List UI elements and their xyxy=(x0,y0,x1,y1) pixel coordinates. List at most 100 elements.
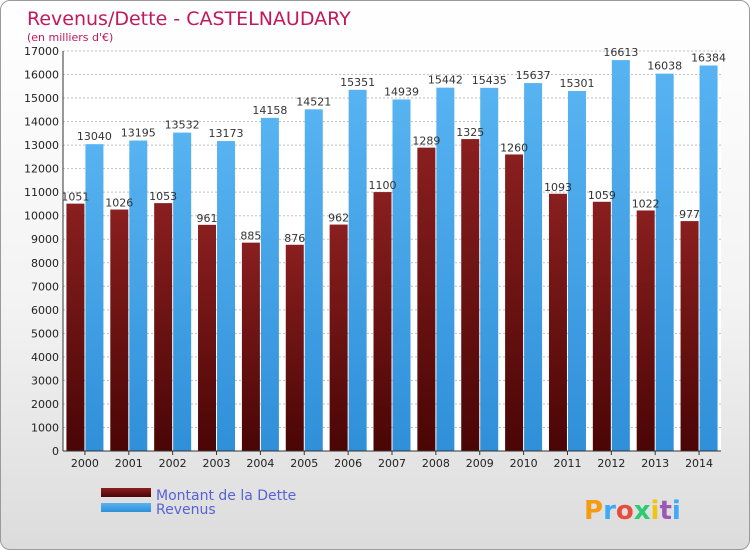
bar-dette-2014 xyxy=(680,221,699,451)
x-tick-label-2000: 2000 xyxy=(71,457,99,470)
bar-dette-2006 xyxy=(329,224,348,451)
y-tick-label: 8000 xyxy=(31,257,59,270)
data-label-revenus-2013: 16038 xyxy=(647,60,682,73)
bar-revenus-2001 xyxy=(129,140,148,451)
x-tick-label-2014: 2014 xyxy=(685,457,713,470)
data-label-dette-2003: 961 xyxy=(197,212,218,225)
bar-revenus-2010 xyxy=(524,83,543,451)
data-label-revenus-2005: 14521 xyxy=(296,95,331,108)
y-tick-label: 9000 xyxy=(31,233,59,246)
y-tick-label: 4000 xyxy=(31,351,59,364)
bar-revenus-2008 xyxy=(436,87,455,452)
y-tick-label: 7000 xyxy=(31,280,59,293)
bar-revenus-2005 xyxy=(304,109,323,452)
data-label-dette-2010: 1260 xyxy=(500,141,528,154)
svg-text:Proxiti: Proxiti xyxy=(584,496,681,526)
data-label-dette-2000: 1051 xyxy=(61,191,89,204)
y-tick-label: 5000 xyxy=(31,327,59,340)
legend-label-dette: Montant de la Dette xyxy=(156,488,296,504)
brand-logo: Proxiti xyxy=(584,496,681,526)
y-tick-label: 3000 xyxy=(31,374,59,387)
bar-revenus-2002 xyxy=(173,132,192,451)
bar-revenus-2004 xyxy=(260,117,279,451)
data-label-dette-2004: 885 xyxy=(240,230,261,243)
x-tick-label-2007: 2007 xyxy=(378,457,406,470)
bar-revenus-2011 xyxy=(567,90,586,451)
data-label-revenus-2008: 15442 xyxy=(428,74,463,87)
data-label-dette-2005: 876 xyxy=(284,232,305,245)
data-label-revenus-2014: 16384 xyxy=(691,51,726,64)
bar-dette-2001 xyxy=(110,209,129,451)
y-tick-label: 15000 xyxy=(24,92,59,105)
y-tick-label: 11000 xyxy=(24,186,59,199)
chart-title: Revenus/Dette - CASTELNAUDARY xyxy=(27,8,351,30)
bar-dette-2011 xyxy=(548,193,567,451)
bar-revenus-2009 xyxy=(480,87,499,451)
x-tick-label-2008: 2008 xyxy=(422,457,450,470)
data-label-revenus-2006: 15351 xyxy=(340,76,375,89)
x-tick-label-2013: 2013 xyxy=(641,457,669,470)
bar-dette-2008 xyxy=(417,147,436,451)
x-tick-label-2002: 2002 xyxy=(159,457,187,470)
x-tick-label-2010: 2010 xyxy=(510,457,538,470)
bar-dette-2007 xyxy=(373,192,392,452)
bar-dette-2009 xyxy=(461,139,480,451)
bar-dette-2003 xyxy=(198,224,217,451)
bar-dette-2002 xyxy=(154,203,173,451)
data-label-revenus-2002: 13532 xyxy=(165,119,200,132)
x-tick-label-2011: 2011 xyxy=(553,457,581,470)
legend-swatch-revenus xyxy=(101,503,151,512)
x-tick-label-2012: 2012 xyxy=(597,457,625,470)
y-tick-label: 17000 xyxy=(24,45,59,58)
data-label-dette-2009: 1325 xyxy=(456,126,484,139)
x-tick-label-2001: 2001 xyxy=(115,457,143,470)
bar-revenus-2012 xyxy=(611,60,630,451)
y-tick-label: 6000 xyxy=(31,304,59,317)
y-tick-label: 1000 xyxy=(31,421,59,434)
bar-dette-2012 xyxy=(592,201,611,451)
y-tick-label: 13000 xyxy=(24,139,59,152)
bar-revenus-2003 xyxy=(217,141,236,451)
bar-revenus-2006 xyxy=(348,89,367,452)
bar-dette-2004 xyxy=(241,242,260,451)
data-label-dette-2012: 1059 xyxy=(588,189,616,202)
bar-revenus-2007 xyxy=(392,99,411,452)
y-tick-label: 14000 xyxy=(24,116,59,129)
data-label-revenus-2000: 13040 xyxy=(77,130,112,143)
data-label-dette-2001: 1026 xyxy=(105,197,133,210)
bar-dette-2013 xyxy=(636,210,655,451)
y-tick-label: 16000 xyxy=(24,69,59,82)
x-tick-label-2005: 2005 xyxy=(290,457,318,470)
x-tick-label-2003: 2003 xyxy=(203,457,231,470)
y-tick-label: 10000 xyxy=(24,210,59,223)
data-label-dette-2002: 1053 xyxy=(149,190,177,203)
y-tick-label: 0 xyxy=(52,445,59,458)
bar-dette-2005 xyxy=(285,244,304,451)
data-label-dette-2007: 1100 xyxy=(369,179,397,192)
data-label-revenus-2009: 15435 xyxy=(472,74,507,87)
bar-revenus-2013 xyxy=(655,73,674,452)
data-label-revenus-2011: 15301 xyxy=(559,77,594,90)
bar-dette-2000 xyxy=(66,203,85,451)
data-label-revenus-2010: 15637 xyxy=(516,69,551,82)
bar-revenus-2000 xyxy=(85,144,104,452)
plot-area xyxy=(63,51,721,451)
bar-revenus-2014 xyxy=(699,65,718,452)
data-label-revenus-2004: 14158 xyxy=(252,104,287,117)
chart-subtitle: (en milliers d'€) xyxy=(27,31,113,44)
y-tick-label: 2000 xyxy=(31,398,59,411)
data-label-revenus-2001: 13195 xyxy=(121,127,156,140)
data-label-revenus-2003: 13173 xyxy=(209,127,244,140)
x-tick-label-2006: 2006 xyxy=(334,457,362,470)
data-label-dette-2008: 1289 xyxy=(412,135,440,148)
x-tick-label-2009: 2009 xyxy=(466,457,494,470)
x-tick-label-2004: 2004 xyxy=(246,457,274,470)
bar-dette-2010 xyxy=(505,154,524,452)
data-label-dette-2006: 962 xyxy=(328,212,349,225)
data-label-revenus-2012: 16613 xyxy=(603,46,638,59)
data-label-dette-2014: 977 xyxy=(679,208,700,221)
legend-label-revenus: Revenus xyxy=(156,502,216,518)
data-label-dette-2011: 1093 xyxy=(544,181,572,194)
